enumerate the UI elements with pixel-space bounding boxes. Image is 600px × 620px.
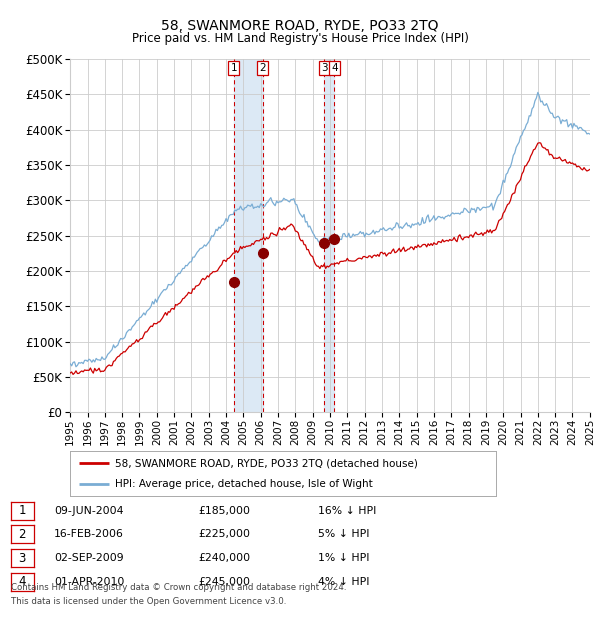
- Text: Contains HM Land Registry data © Crown copyright and database right 2024.: Contains HM Land Registry data © Crown c…: [11, 583, 346, 592]
- Text: 2: 2: [19, 528, 26, 541]
- Text: 4: 4: [19, 575, 26, 588]
- Text: £240,000: £240,000: [198, 553, 250, 563]
- Text: 1% ↓ HPI: 1% ↓ HPI: [318, 553, 370, 563]
- Text: This data is licensed under the Open Government Licence v3.0.: This data is licensed under the Open Gov…: [11, 596, 286, 606]
- Text: 4: 4: [331, 63, 338, 73]
- Bar: [234, 59, 263, 412]
- Text: £245,000: £245,000: [198, 577, 250, 587]
- Text: 58, SWANMORE ROAD, RYDE, PO33 2TQ: 58, SWANMORE ROAD, RYDE, PO33 2TQ: [161, 19, 439, 33]
- Text: £185,000: £185,000: [198, 506, 250, 516]
- Text: 1: 1: [230, 63, 237, 73]
- Text: 16-FEB-2006: 16-FEB-2006: [54, 529, 124, 539]
- Text: Price paid vs. HM Land Registry's House Price Index (HPI): Price paid vs. HM Land Registry's House …: [131, 32, 469, 45]
- Text: 01-APR-2010: 01-APR-2010: [54, 577, 124, 587]
- Text: 3: 3: [321, 63, 328, 73]
- Text: 3: 3: [19, 552, 26, 564]
- Text: 2: 2: [259, 63, 266, 73]
- Text: 02-SEP-2009: 02-SEP-2009: [54, 553, 124, 563]
- Text: £225,000: £225,000: [198, 529, 250, 539]
- Text: 1: 1: [19, 505, 26, 517]
- Text: HPI: Average price, detached house, Isle of Wight: HPI: Average price, detached house, Isle…: [115, 479, 373, 489]
- Text: 58, SWANMORE ROAD, RYDE, PO33 2TQ (detached house): 58, SWANMORE ROAD, RYDE, PO33 2TQ (detac…: [115, 458, 418, 469]
- Text: 4% ↓ HPI: 4% ↓ HPI: [318, 577, 370, 587]
- Text: 5% ↓ HPI: 5% ↓ HPI: [318, 529, 370, 539]
- Text: 09-JUN-2004: 09-JUN-2004: [54, 506, 124, 516]
- Text: 16% ↓ HPI: 16% ↓ HPI: [318, 506, 376, 516]
- Bar: [324, 59, 334, 412]
